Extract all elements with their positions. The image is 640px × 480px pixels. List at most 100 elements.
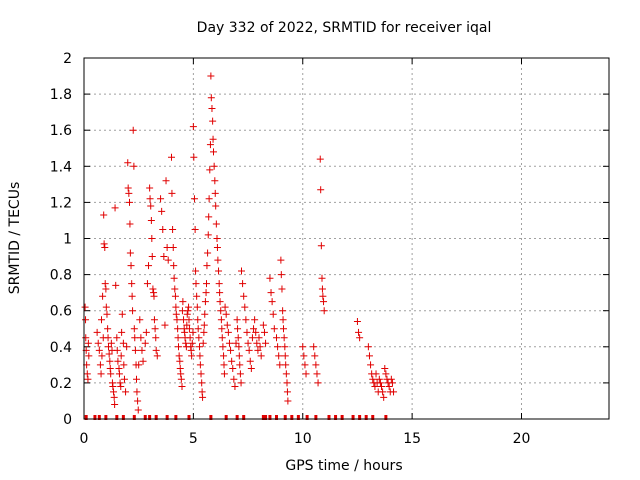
- y-tick-label: 0.4: [50, 340, 72, 356]
- zero-point: [93, 415, 97, 420]
- axis-tick-labels: 00.20.40.60.811.21.41.61.820 5 10 15 20: [50, 51, 531, 447]
- y-tick-label: 1.2: [50, 195, 72, 211]
- data-point: [100, 211, 108, 219]
- data-point: [146, 195, 154, 203]
- data-point: [239, 280, 247, 288]
- data-point: [119, 339, 127, 347]
- data-point: [158, 207, 166, 215]
- zero-point: [165, 415, 169, 420]
- data-point: [183, 310, 191, 318]
- data-point: [277, 271, 285, 279]
- y-tick-label: 0: [63, 412, 72, 428]
- y-tick-label: 2: [63, 51, 72, 67]
- data-point: [190, 195, 198, 203]
- data-point: [203, 262, 211, 270]
- data-point: [201, 310, 209, 318]
- data-point: [235, 352, 243, 360]
- data-point: [248, 334, 256, 342]
- data-point: [193, 292, 201, 300]
- zero-point: [235, 415, 239, 420]
- data-point: [282, 370, 290, 378]
- data-point: [299, 343, 307, 351]
- y-tick-label: 0.8: [50, 268, 72, 284]
- data-point: [152, 346, 160, 354]
- data-point: [259, 321, 267, 329]
- data-point: [316, 155, 324, 163]
- zero-point: [84, 415, 88, 420]
- data-point: [212, 202, 220, 210]
- data-point: [204, 249, 212, 257]
- data-point: [124, 159, 132, 167]
- data-point: [205, 195, 213, 203]
- data-point: [141, 339, 149, 347]
- data-point: [236, 361, 244, 369]
- data-point: [234, 334, 242, 342]
- data-point: [105, 350, 113, 358]
- data-point: [126, 220, 134, 228]
- data-point: [152, 334, 160, 342]
- y-tick-label: 0.6: [50, 304, 72, 320]
- data-point: [103, 310, 111, 318]
- data-point: [275, 352, 283, 360]
- data-point: [102, 285, 110, 293]
- data-points: [81, 72, 398, 420]
- data-point: [229, 364, 237, 372]
- data-point: [365, 352, 373, 360]
- plot-frame: [83, 57, 610, 420]
- data-point: [211, 177, 219, 185]
- data-point: [364, 343, 372, 351]
- data-point: [177, 370, 185, 378]
- data-point: [130, 162, 138, 170]
- data-point: [355, 328, 363, 336]
- data-point: [231, 383, 239, 391]
- data-point: [211, 189, 219, 197]
- data-point: [185, 303, 193, 311]
- data-point: [283, 388, 291, 396]
- data-point: [237, 379, 245, 387]
- data-point: [216, 298, 224, 306]
- y-tick-label: 1.6: [50, 123, 72, 139]
- zero-point: [371, 415, 375, 420]
- data-point: [217, 307, 225, 315]
- data-point: [213, 244, 221, 252]
- data-point: [93, 328, 101, 336]
- data-point: [94, 339, 102, 347]
- data-point: [279, 307, 287, 315]
- data-point: [235, 343, 243, 351]
- x-tick-label: 10: [294, 431, 312, 447]
- data-point: [100, 240, 108, 248]
- data-point: [115, 370, 123, 378]
- data-point: [206, 141, 214, 149]
- data-point: [233, 316, 241, 324]
- data-point: [228, 357, 236, 365]
- data-point: [311, 352, 319, 360]
- data-point: [175, 343, 182, 351]
- data-point: [369, 375, 377, 383]
- zero-point: [154, 415, 158, 420]
- data-point: [268, 298, 276, 306]
- data-point: [215, 267, 223, 275]
- data-point: [128, 280, 136, 288]
- data-point: [133, 388, 141, 396]
- data-point: [267, 289, 275, 297]
- data-point: [273, 334, 280, 342]
- data-point: [246, 357, 254, 365]
- data-point: [139, 357, 147, 365]
- data-point: [314, 379, 322, 387]
- data-point: [109, 383, 117, 391]
- data-point: [122, 388, 130, 396]
- data-point: [195, 334, 203, 342]
- data-point: [111, 401, 119, 409]
- zero-point: [351, 415, 355, 420]
- data-point: [282, 361, 290, 369]
- data-point: [85, 352, 93, 360]
- data-point: [379, 388, 387, 396]
- data-point: [260, 328, 268, 336]
- data-point: [312, 361, 320, 369]
- data-point: [164, 256, 172, 264]
- data-point: [138, 346, 146, 354]
- data-point: [170, 262, 178, 270]
- chart-title: Day 332 of 2022, SRMTID for receiver iqa…: [197, 20, 492, 36]
- data-point: [378, 383, 385, 391]
- data-point: [106, 357, 114, 365]
